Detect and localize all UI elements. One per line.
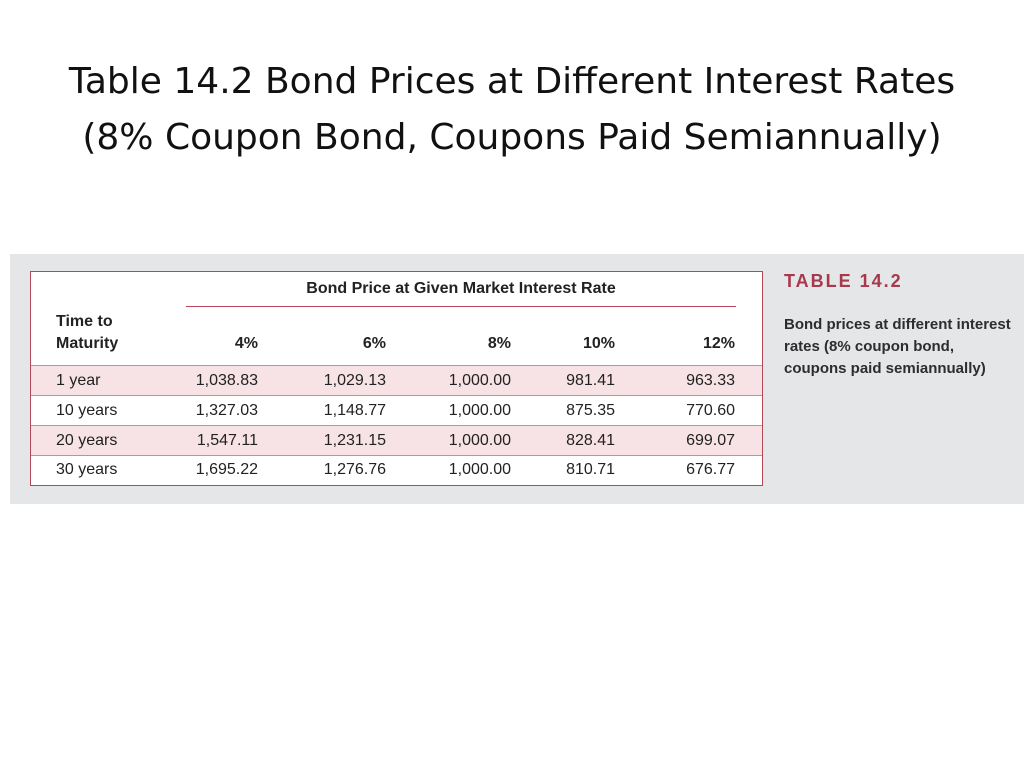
- slide-title: Table 14.2 Bond Prices at Different Inte…: [0, 54, 1024, 166]
- price-cell: 770.60: [686, 402, 735, 419]
- table-row: 30 years 1,695.22 1,276.76 1,000.00 810.…: [31, 455, 762, 484]
- price-cell: 1,000.00: [448, 432, 511, 449]
- bond-price-table: Bond Price at Given Market Interest Rate…: [30, 271, 763, 486]
- row-rule: [31, 455, 762, 456]
- header-rate-12: 12%: [702, 335, 735, 352]
- price-cell: 1,695.22: [195, 461, 258, 478]
- price-cell: 963.33: [686, 372, 735, 389]
- header-rule: [31, 365, 762, 366]
- price-cell: 875.35: [566, 402, 615, 419]
- price-cell: 1,038.83: [195, 372, 258, 389]
- price-cell: 1,000.00: [448, 402, 511, 419]
- header-rate-6: 6%: [362, 335, 386, 352]
- spanner-header: Bond Price at Given Market Interest Rate: [306, 280, 616, 297]
- header-first-line-1: Time to: [56, 313, 113, 330]
- table-caption: TABLE 14.2 Bond prices at different inte…: [784, 268, 1014, 380]
- row-rule: [31, 425, 762, 426]
- price-cell: 699.07: [686, 432, 735, 449]
- price-cell: 1,547.11: [196, 432, 258, 449]
- header-first-line-2: Maturity: [56, 335, 119, 352]
- maturity-cell: 30 years: [56, 461, 118, 478]
- header-rate-10: 10%: [582, 335, 615, 352]
- table-label: TABLE 14.2: [784, 271, 903, 291]
- price-cell: 1,029.13: [323, 372, 386, 389]
- price-cell: 1,000.00: [448, 461, 511, 478]
- price-cell: 828.41: [566, 432, 615, 449]
- maturity-cell: 20 years: [56, 432, 118, 449]
- price-cell: 810.71: [566, 461, 615, 478]
- table-row: 10 years 1,327.03 1,148.77 1,000.00 875.…: [31, 396, 762, 425]
- maturity-cell: 1 year: [56, 372, 101, 389]
- price-cell: 981.41: [566, 372, 615, 389]
- price-cell: 676.77: [686, 461, 735, 478]
- header-rate-4: 4%: [234, 335, 258, 352]
- row-rule: [31, 395, 762, 396]
- table-row: 20 years 1,547.11 1,231.15 1,000.00 828.…: [31, 426, 762, 455]
- price-cell: 1,276.76: [323, 461, 386, 478]
- table-description: Bond prices at different interest rates …: [784, 316, 1011, 377]
- price-cell: 1,327.03: [195, 402, 258, 419]
- table-row: 1 year 1,038.83 1,029.13 1,000.00 981.41…: [31, 366, 762, 395]
- price-cell: 1,000.00: [448, 372, 511, 389]
- figure-panel: Bond Price at Given Market Interest Rate…: [10, 254, 1024, 504]
- spanner-rule: [186, 306, 736, 307]
- price-cell: 1,231.15: [323, 432, 386, 449]
- maturity-cell: 10 years: [56, 402, 118, 419]
- price-cell: 1,148.77: [323, 402, 386, 419]
- header-time-to-maturity: Time to Maturity: [56, 311, 166, 355]
- header-rate-8: 8%: [487, 335, 511, 352]
- slide-title-line-1: Table 14.2 Bond Prices at Different Inte…: [68, 61, 956, 102]
- slide-title-line-2: (8% Coupon Bond, Coupons Paid Semiannual…: [82, 117, 942, 158]
